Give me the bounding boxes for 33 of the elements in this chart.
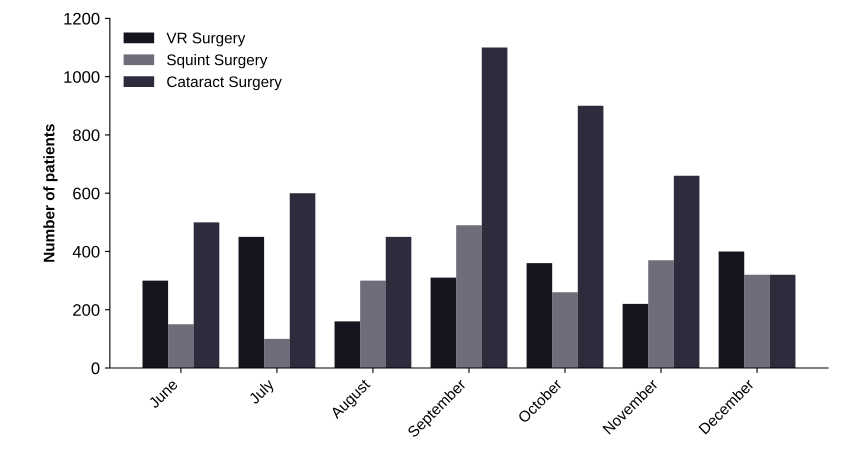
bar: [482, 48, 508, 368]
y-tick-label: 200: [73, 304, 100, 316]
y-tick-label: 600: [73, 188, 100, 200]
legend-label: VR Surgery: [166, 32, 246, 46]
legend-label: Cataract Surgery: [167, 76, 282, 90]
bar: [648, 260, 674, 368]
bar: [578, 106, 604, 368]
bar: [718, 251, 744, 368]
bar: [290, 193, 316, 368]
y-tick-label: 1000: [64, 71, 100, 83]
bar: [526, 263, 552, 368]
bar: [264, 338, 290, 368]
bar: [334, 321, 360, 368]
y-tick-label: 400: [72, 246, 100, 258]
bar: [194, 222, 220, 368]
bar: [674, 176, 700, 368]
y-axis-title: Number of patients: [43, 124, 58, 262]
x-tick-label: July: [248, 378, 277, 407]
bar: [386, 236, 412, 368]
y-tick-label: 0: [92, 362, 100, 374]
bar: [456, 225, 482, 368]
bar: [142, 280, 168, 368]
bar: [622, 304, 648, 368]
bar: [430, 278, 456, 368]
y-tick-label: 1200: [64, 12, 100, 25]
bar: [360, 280, 386, 368]
bar: [552, 292, 578, 368]
legend-label: Squint Surgery: [167, 54, 268, 68]
y-tick-label: 800: [73, 129, 100, 142]
bar: [744, 274, 770, 368]
bar: [168, 324, 194, 368]
bar: [238, 236, 264, 368]
bar: [770, 274, 796, 368]
